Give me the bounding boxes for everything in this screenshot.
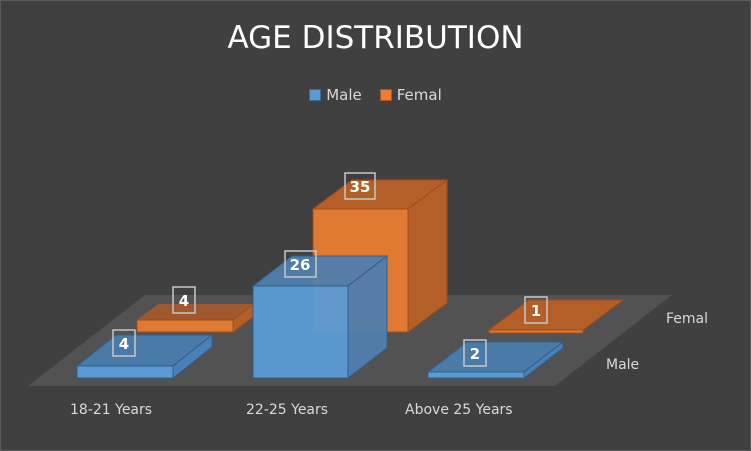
category-label-18-21: 18-21 Years (70, 402, 153, 418)
legend-swatch-male-icon (309, 89, 322, 101)
data-label-female-22-25: 35 (350, 178, 371, 196)
data-label-boxes (112, 172, 548, 367)
chart-title: AGE DISTRIBUTION (227, 20, 524, 56)
data-label-female-18-21: 4 (179, 292, 189, 310)
data-labels: 4 4 35 26 1 2 (119, 178, 541, 363)
legend-item-female[interactable]: Femal (379, 86, 442, 104)
data-label-male-18-21: 4 (119, 335, 129, 353)
bar-male-above-25[interactable] (426, 340, 565, 380)
depth-axis-label-female: Femal (666, 311, 709, 327)
bar-male-22-25[interactable] (251, 254, 389, 380)
data-label-male-22-25: 26 (290, 256, 311, 274)
category-label-above-25: Above 25 Years (405, 402, 513, 418)
data-label-female-above-25: 1 (531, 302, 541, 320)
legend-item-male[interactable]: Male (309, 86, 362, 104)
legend-label-male: Male (326, 86, 362, 104)
legend-swatch-female-icon (379, 89, 392, 101)
data-label-male-above-25: 2 (470, 345, 480, 363)
legend-label-female: Femal (396, 86, 442, 104)
legend: Male Femal (0, 86, 751, 104)
category-label-22-25: 22-25 Years (246, 402, 329, 418)
depth-axis-label-male: Male (606, 357, 640, 373)
bar-male-18-21[interactable] (75, 333, 214, 380)
bar-female-above-25[interactable] (487, 299, 625, 334)
